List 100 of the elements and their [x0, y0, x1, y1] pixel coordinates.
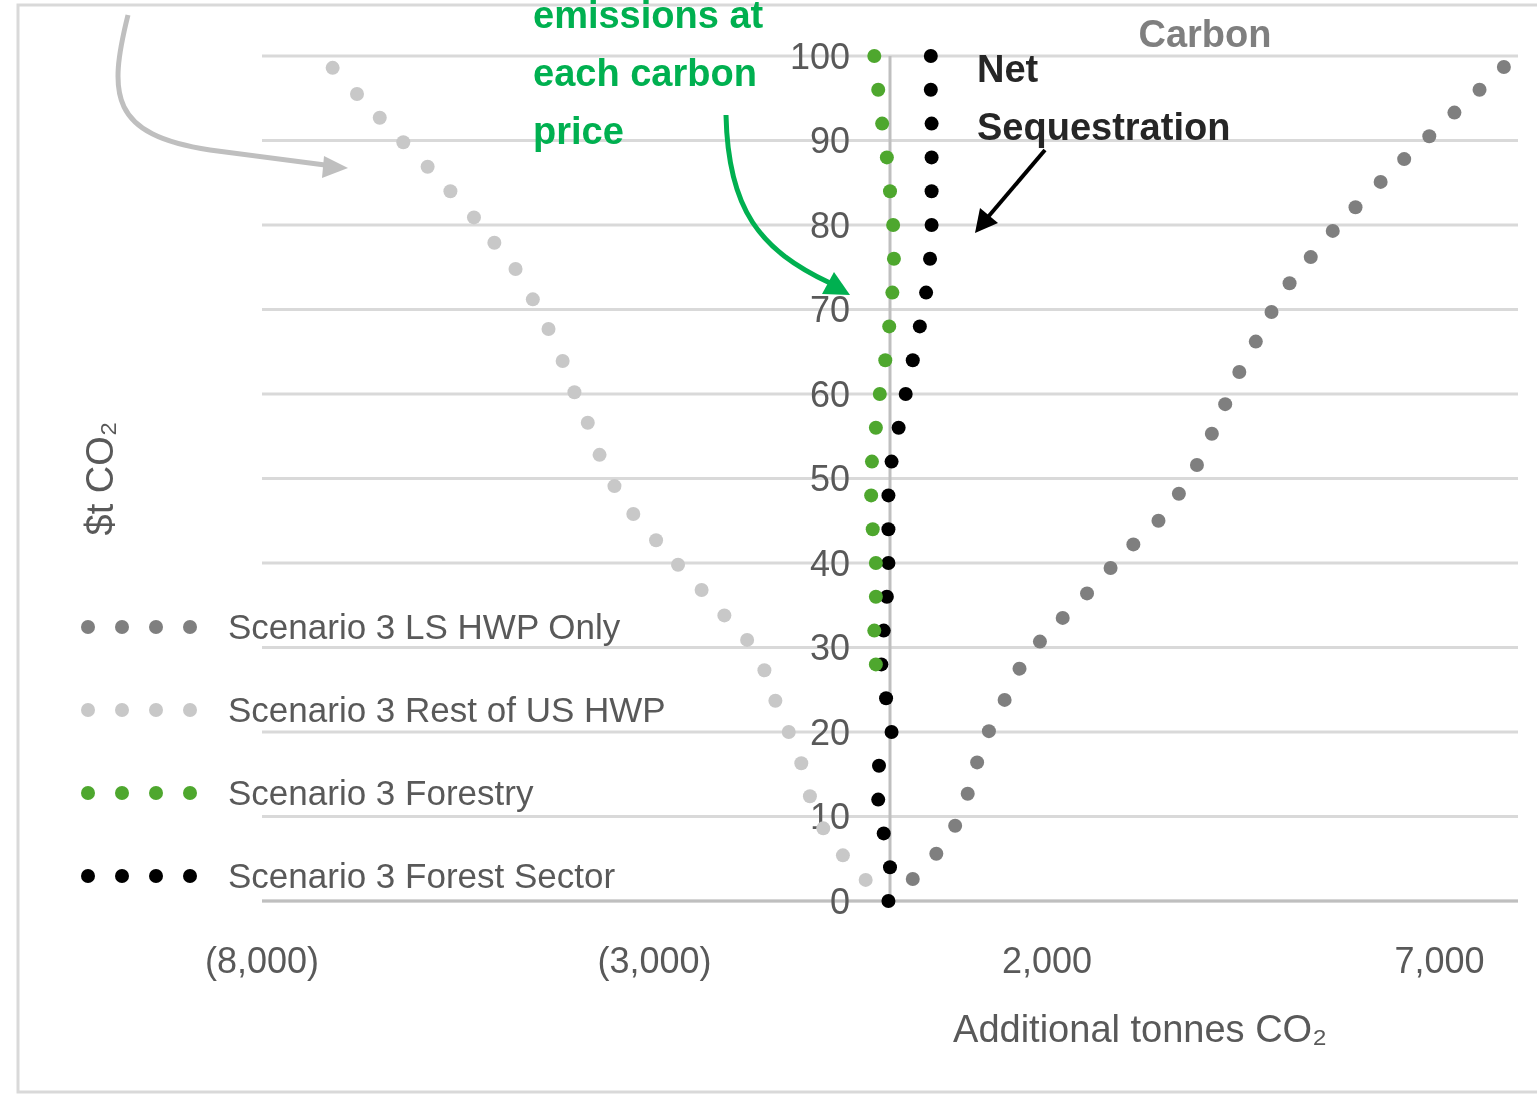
- point: [525, 292, 540, 307]
- point: [981, 724, 996, 739]
- point: [905, 353, 920, 368]
- point: [768, 693, 783, 708]
- point: [567, 385, 582, 400]
- point: [580, 415, 595, 430]
- point: [1496, 59, 1511, 74]
- point: [694, 583, 709, 598]
- point: [592, 447, 607, 462]
- point: [1447, 105, 1462, 120]
- point: [1055, 610, 1070, 625]
- point: [1422, 129, 1437, 144]
- point: [717, 608, 732, 623]
- point: [923, 82, 938, 97]
- point: [881, 488, 896, 503]
- point: [1282, 276, 1297, 291]
- point: [868, 589, 883, 604]
- point: [924, 150, 939, 165]
- point: [1151, 513, 1166, 528]
- y-tick-label: 60: [809, 373, 850, 415]
- x-tick-label: (3,000): [597, 940, 712, 981]
- point: [864, 454, 879, 469]
- point: [923, 49, 938, 63]
- point: [878, 353, 893, 368]
- point: [884, 725, 899, 739]
- point: [671, 557, 686, 572]
- point: [1373, 174, 1388, 189]
- point: [794, 756, 809, 771]
- point: [924, 116, 939, 131]
- point: [396, 135, 411, 150]
- point: [1472, 82, 1487, 97]
- point: [891, 420, 906, 435]
- point: [924, 184, 939, 199]
- point: [923, 251, 938, 266]
- point: [1032, 634, 1047, 649]
- point: [924, 218, 939, 232]
- point: [868, 657, 883, 672]
- point: [868, 420, 883, 435]
- point: [1171, 486, 1186, 501]
- point: [349, 87, 364, 102]
- point: [466, 210, 481, 225]
- point: [883, 184, 897, 199]
- point: [868, 556, 883, 570]
- point: [865, 522, 880, 537]
- annotation: emissions at each carbon price: [533, 0, 764, 152]
- point: [607, 479, 622, 494]
- point: [1080, 586, 1095, 601]
- y-tick-label: 70: [809, 289, 850, 331]
- point: [649, 533, 664, 548]
- point: [1348, 200, 1363, 215]
- legend-label: Scenario 3 LS HWP Only: [228, 607, 621, 647]
- point: [740, 632, 755, 647]
- point: [879, 150, 894, 165]
- point: [1012, 661, 1027, 676]
- point: [757, 663, 772, 678]
- point: [871, 82, 886, 97]
- x-tick-label: 7,000: [1394, 940, 1485, 981]
- point: [555, 354, 570, 369]
- point: [881, 556, 896, 570]
- point: [912, 319, 927, 334]
- point: [1126, 537, 1141, 552]
- point: [1303, 250, 1318, 265]
- point: [781, 725, 796, 739]
- point: [325, 60, 340, 75]
- point: [875, 116, 890, 131]
- point: [1189, 457, 1204, 472]
- point: [802, 789, 817, 804]
- point: [864, 488, 879, 503]
- y-tick-label: 90: [809, 120, 850, 162]
- point: [879, 691, 894, 706]
- legend-label: Scenario 3 Forestry: [228, 773, 534, 813]
- point: [1248, 334, 1263, 349]
- y-axis-title: $t CO₂: [79, 421, 121, 536]
- point: [1103, 561, 1118, 576]
- point: [948, 818, 963, 833]
- point: [886, 251, 901, 266]
- point: [487, 235, 502, 250]
- point: [443, 184, 458, 199]
- point: [882, 319, 897, 334]
- point: [867, 49, 882, 63]
- y-tick-label: 20: [809, 711, 850, 753]
- point: [886, 218, 901, 232]
- point: [1204, 426, 1219, 441]
- point: [919, 285, 934, 300]
- point: [960, 786, 975, 801]
- point: [1325, 223, 1340, 238]
- y-tick-label: 30: [809, 627, 850, 669]
- point: [997, 692, 1012, 707]
- point: [929, 846, 944, 861]
- point: [372, 110, 387, 125]
- y-tick-label: 80: [809, 204, 850, 246]
- point: [881, 522, 896, 537]
- legend-label: Scenario 3 Forest Sector: [228, 856, 616, 896]
- point: [970, 755, 985, 770]
- point: [884, 454, 899, 469]
- x-axis-title: Additional tonnes CO₂: [953, 1008, 1327, 1050]
- point: [871, 792, 886, 807]
- x-tick-label: 2,000: [1001, 940, 1093, 981]
- point: [876, 826, 891, 841]
- point: [1264, 305, 1279, 320]
